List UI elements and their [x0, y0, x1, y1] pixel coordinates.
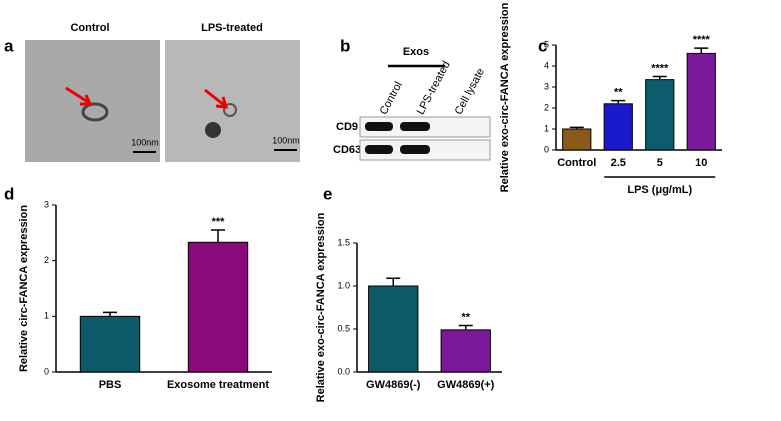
group-label: LPS (μg/mL) [627, 184, 692, 196]
bar [686, 52, 716, 151]
x-tick-label: Control [557, 157, 596, 169]
y-tick-label: 3 [544, 81, 549, 91]
panel-letter: e [323, 184, 332, 203]
error-bar [652, 75, 667, 80]
band [400, 145, 430, 154]
dark-spot [205, 122, 221, 138]
significance: **** [693, 34, 711, 46]
bar [562, 128, 592, 151]
significance: *** [212, 216, 226, 228]
x-tick-label: GW4869(-) [366, 379, 421, 391]
y-axis-label: Relative circ-FANCA expression [18, 205, 30, 372]
significance: **** [651, 62, 669, 74]
y-tick-label: 1 [44, 311, 49, 321]
lane-label: Control [378, 80, 405, 117]
y-tick-label: 5 [544, 39, 549, 49]
error-bar [694, 47, 709, 54]
arrow [65, 86, 93, 106]
error-bar [569, 126, 584, 129]
arrow [204, 88, 229, 109]
y-tick-label: 0.5 [337, 323, 350, 333]
panel-letter: c [538, 36, 547, 55]
y-tick-label: 1.0 [337, 280, 350, 290]
y-axis-label: Relative exo-circ-FANCA expression [499, 2, 511, 192]
tem-image [25, 40, 160, 162]
significance: ** [461, 311, 470, 323]
y-axis-label: Relative exo-circ-FANCA expression [315, 212, 327, 402]
bar [368, 285, 419, 373]
error-bar [386, 277, 401, 286]
y-tick-label: 0 [44, 366, 49, 376]
y-tick-label: 4 [544, 60, 549, 70]
error-bar [103, 311, 117, 317]
band [365, 145, 393, 154]
x-tick-label: 5 [657, 157, 663, 169]
row-label: CD9 [336, 121, 358, 133]
tem-image [165, 40, 300, 162]
error-bar [611, 99, 626, 104]
significance: ** [614, 87, 623, 99]
lane-label: LPS-treated [415, 59, 453, 116]
x-tick-label: Exosome treatment [167, 379, 269, 391]
scale-label: 100nm [131, 137, 159, 147]
y-tick-label: 0.0 [337, 366, 350, 376]
bar [79, 315, 141, 373]
y-tick-label: 1.5 [337, 237, 350, 247]
band [365, 122, 393, 131]
y-tick-label: 1 [544, 123, 549, 133]
bar [645, 79, 675, 151]
vesicle [81, 102, 109, 122]
image-title: LPS-treated [201, 22, 263, 34]
bar [440, 329, 491, 373]
band [400, 122, 430, 131]
y-tick-label: 3 [44, 199, 49, 209]
bar [187, 241, 249, 373]
group-label: Exos [403, 46, 429, 58]
bar [603, 103, 633, 151]
panel-letter: a [4, 36, 14, 55]
panel-letter: d [4, 184, 14, 203]
lane-label: Cell lysate [453, 66, 487, 116]
x-tick-label: 2.5 [611, 157, 626, 169]
x-tick-label: PBS [99, 379, 122, 391]
panel-letter: b [340, 36, 350, 55]
x-tick-label: GW4869(+) [437, 379, 494, 391]
vesicle [223, 103, 237, 117]
scale-label: 100nm [272, 135, 300, 145]
y-tick-label: 2 [44, 255, 49, 265]
x-tick-label: 10 [695, 157, 707, 169]
y-tick-label: 0 [544, 144, 549, 154]
y-tick-label: 2 [544, 102, 549, 112]
error-bar [211, 229, 225, 243]
row-label: CD63 [333, 144, 361, 156]
image-title: Control [70, 22, 109, 34]
error-bar [458, 324, 473, 330]
